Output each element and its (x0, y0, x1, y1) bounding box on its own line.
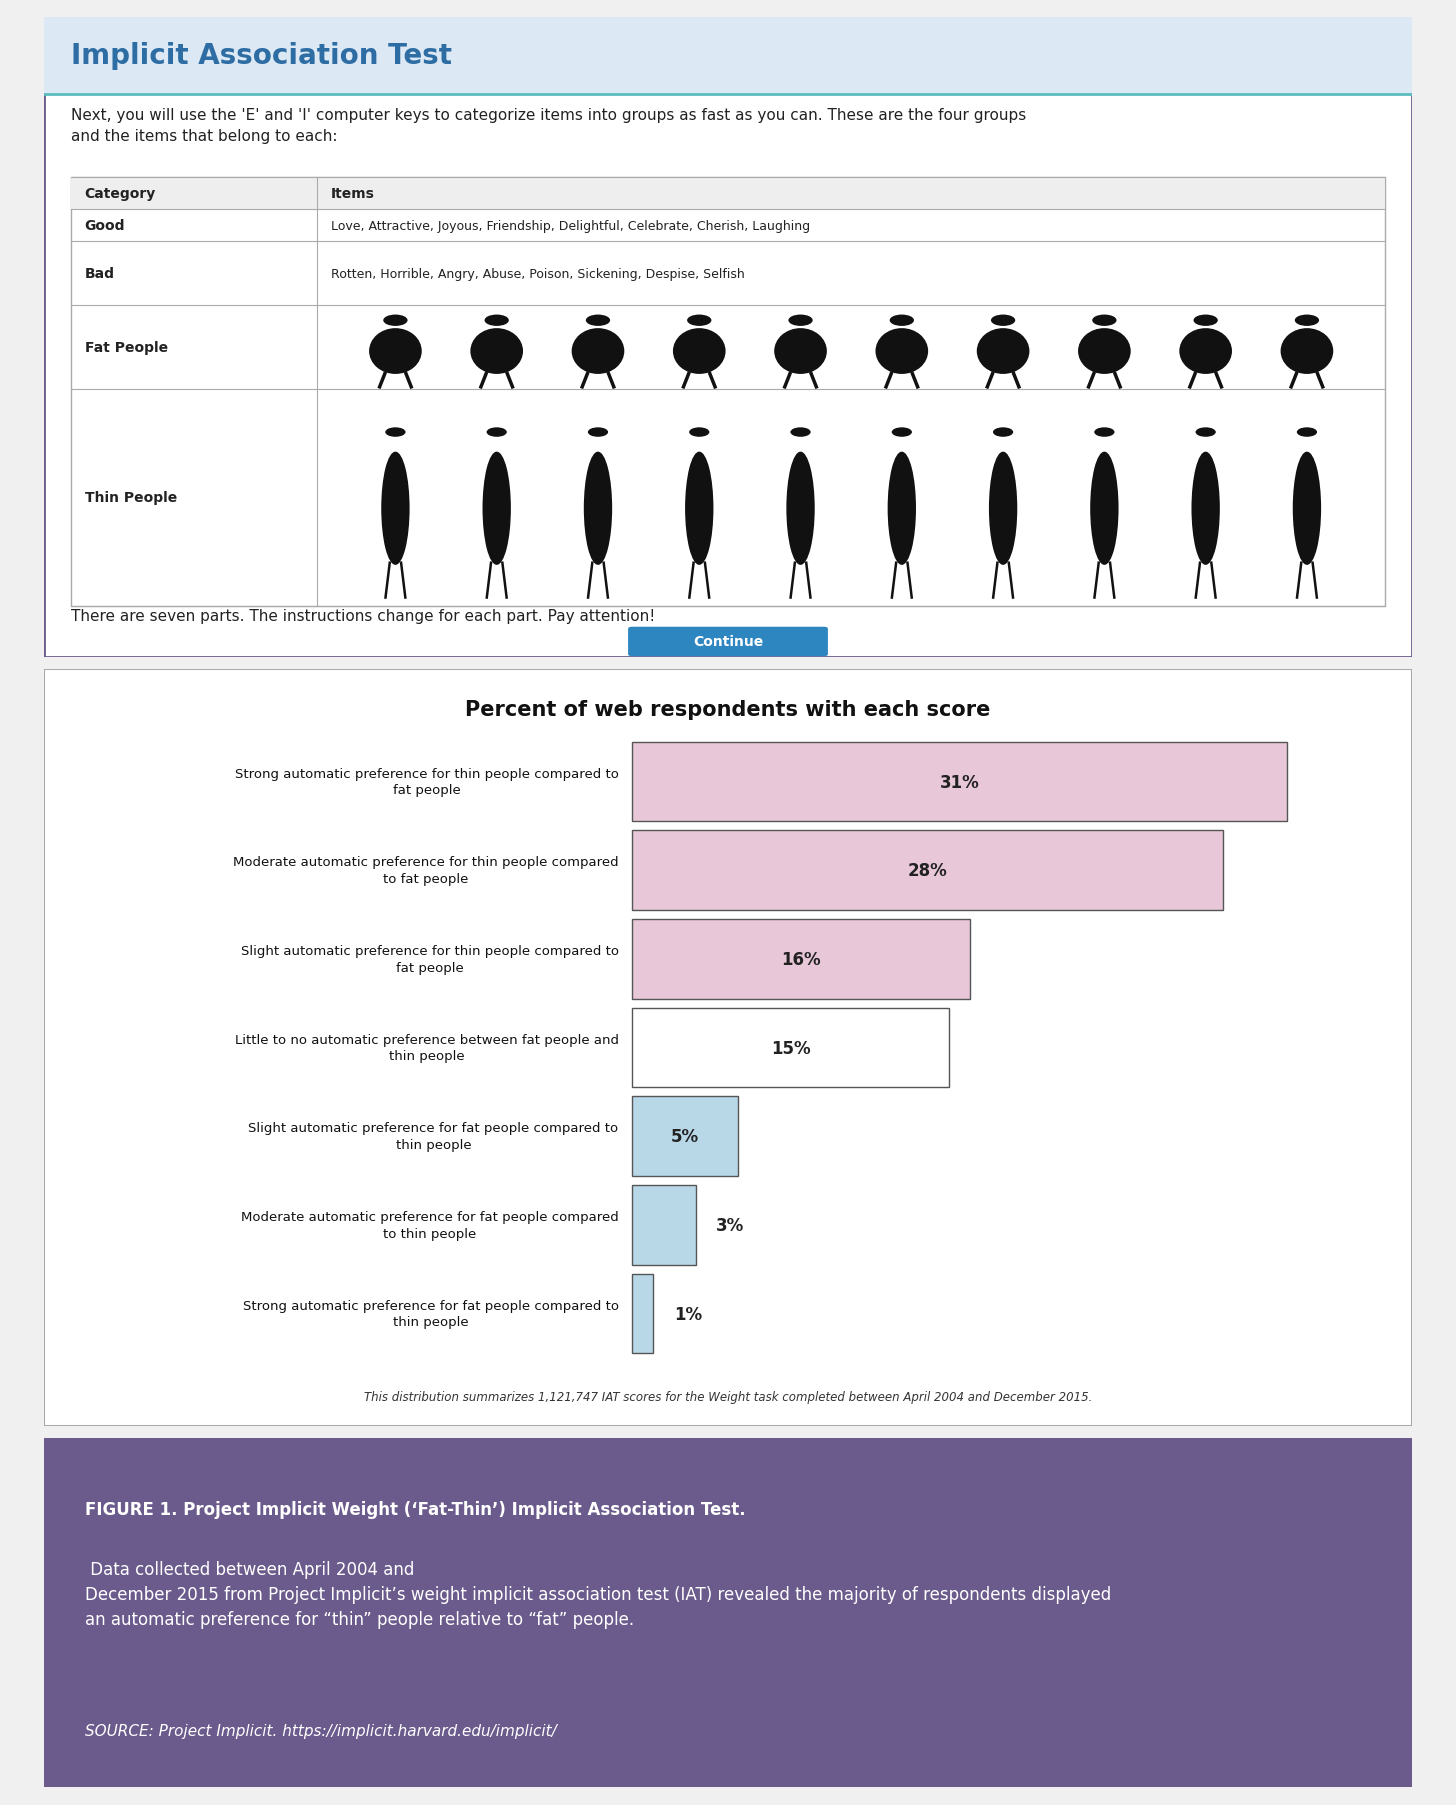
Circle shape (386, 428, 406, 437)
Circle shape (890, 316, 914, 327)
Bar (71, 179, 1385, 209)
Text: Data collected between April 2004 and
December 2015 from Project Implicit’s weig: Data collected between April 2004 and De… (84, 1560, 1111, 1628)
Ellipse shape (368, 329, 422, 375)
Text: Fat People: Fat People (84, 341, 167, 354)
Text: SOURCE: Project Implicit. https://implicit.harvard.edu/implicit/: SOURCE: Project Implicit. https://implic… (84, 1724, 556, 1738)
Circle shape (689, 428, 709, 437)
Text: 31%: 31% (939, 773, 980, 791)
Text: 16%: 16% (782, 951, 821, 967)
Text: Slight automatic preference for thin people compared to
fat people: Slight automatic preference for thin peo… (240, 944, 619, 975)
Text: Good: Good (84, 218, 125, 233)
Text: 1%: 1% (674, 1305, 702, 1323)
Text: Love, Attractive, Joyous, Friendship, Delightful, Celebrate, Cherish, Laughing: Love, Attractive, Joyous, Friendship, De… (331, 220, 810, 233)
Text: Strong automatic preference for fat people compared to
thin people: Strong automatic preference for fat peop… (243, 1300, 619, 1328)
Circle shape (1294, 316, 1319, 327)
Circle shape (486, 428, 507, 437)
Ellipse shape (888, 453, 916, 565)
Ellipse shape (875, 329, 927, 375)
Text: Next, you will use the 'E' and 'I' computer keys to categorize items into groups: Next, you will use the 'E' and 'I' compu… (71, 108, 1026, 144)
Text: Moderate automatic preference for fat people compared
to thin people: Moderate automatic preference for fat pe… (240, 1211, 619, 1240)
Circle shape (992, 316, 1015, 327)
Bar (632, 1274, 654, 1354)
Circle shape (687, 316, 712, 327)
Ellipse shape (470, 329, 523, 375)
Bar (632, 830, 1223, 910)
FancyBboxPatch shape (628, 628, 828, 657)
Text: 3%: 3% (716, 1217, 744, 1235)
Circle shape (1092, 316, 1117, 327)
Text: Little to no automatic preference between fat people and
thin people: Little to no automatic preference betwee… (234, 1032, 619, 1063)
Bar (632, 1009, 949, 1088)
Text: This distribution summarizes 1,121,747 IAT scores for the Weight task completed : This distribution summarizes 1,121,747 I… (364, 1390, 1092, 1404)
Bar (632, 919, 970, 1000)
Circle shape (1195, 428, 1216, 437)
Ellipse shape (1293, 453, 1321, 565)
Text: Implicit Association Test: Implicit Association Test (71, 43, 451, 70)
Text: Strong automatic preference for thin people compared to
fat people: Strong automatic preference for thin peo… (234, 767, 619, 796)
Circle shape (1297, 428, 1318, 437)
Circle shape (1095, 428, 1114, 437)
Circle shape (588, 428, 609, 437)
Circle shape (791, 428, 811, 437)
Text: Continue: Continue (693, 635, 763, 650)
Circle shape (1194, 316, 1217, 327)
Text: Moderate automatic preference for thin people compared
to fat people: Moderate automatic preference for thin p… (233, 856, 619, 886)
Circle shape (383, 316, 408, 327)
Ellipse shape (989, 453, 1018, 565)
Ellipse shape (1077, 329, 1131, 375)
Ellipse shape (775, 329, 827, 375)
Ellipse shape (1179, 329, 1232, 375)
Bar (632, 1186, 696, 1265)
Ellipse shape (786, 453, 815, 565)
Text: 5%: 5% (671, 1128, 699, 1146)
Text: Slight automatic preference for fat people compared to
thin people: Slight automatic preference for fat peop… (249, 1123, 619, 1152)
Text: · Project Implicit ·: · Project Implicit · (668, 670, 788, 684)
Ellipse shape (1281, 329, 1334, 375)
Ellipse shape (381, 453, 409, 565)
Text: Percent of web respondents with each score: Percent of web respondents with each sco… (466, 700, 990, 720)
Circle shape (485, 316, 508, 327)
Text: Items: Items (331, 188, 376, 200)
Text: There are seven parts. The instructions change for each part. Pay attention!: There are seven parts. The instructions … (71, 608, 655, 625)
Text: Rotten, Horrible, Angry, Abuse, Poison, Sickening, Despise, Selfish: Rotten, Horrible, Angry, Abuse, Poison, … (331, 267, 745, 280)
Bar (632, 1097, 738, 1177)
Circle shape (788, 316, 812, 327)
Ellipse shape (1091, 453, 1118, 565)
Text: FIGURE 1. Project Implicit Weight (‘Fat-Thin’) Implicit Association Test.: FIGURE 1. Project Implicit Weight (‘Fat-… (84, 1500, 745, 1518)
Bar (44, 18, 1412, 96)
Text: 15%: 15% (770, 1040, 811, 1058)
Ellipse shape (1191, 453, 1220, 565)
Text: Bad: Bad (84, 267, 115, 282)
Circle shape (891, 428, 911, 437)
Circle shape (585, 316, 610, 327)
Ellipse shape (977, 329, 1029, 375)
Text: Thin People: Thin People (84, 491, 178, 505)
Ellipse shape (673, 329, 725, 375)
Ellipse shape (686, 453, 713, 565)
Text: 28%: 28% (909, 861, 948, 879)
Ellipse shape (584, 453, 612, 565)
Bar (632, 742, 1287, 821)
Text: Category: Category (84, 188, 156, 200)
Circle shape (993, 428, 1013, 437)
Ellipse shape (572, 329, 625, 375)
Ellipse shape (482, 453, 511, 565)
Bar (71, 179, 1385, 606)
